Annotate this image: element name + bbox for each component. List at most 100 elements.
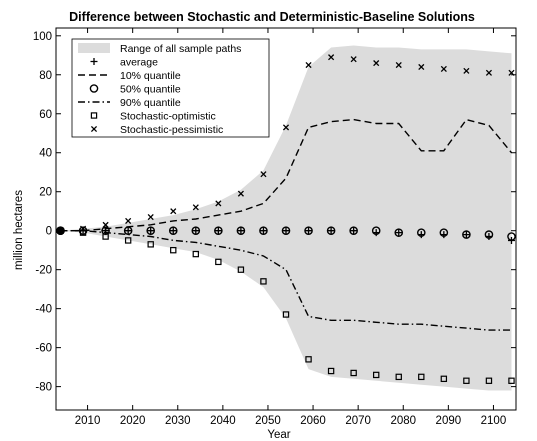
legend-swatch <box>90 112 98 119</box>
series-point-average <box>147 227 155 235</box>
legend-label: Stochastic-optimistic <box>120 110 216 122</box>
series-point-50-quantile <box>214 226 223 235</box>
series-line-90-quantile <box>60 230 512 331</box>
y-tick-label: 40 <box>39 148 52 160</box>
series-point-stochastic-optimistic <box>327 367 335 375</box>
y-tick-label: 100 <box>33 31 52 43</box>
series-point-50-quantile <box>394 228 404 237</box>
y-tick-label: 80 <box>39 70 52 82</box>
series-point-stochastic-pessimistic <box>463 67 470 74</box>
series-point-stochastic-pessimistic <box>192 204 199 211</box>
series-point-stochastic-pessimistic <box>418 63 425 71</box>
y-tick-label: 60 <box>39 109 52 121</box>
series-point-50-quantile <box>191 226 201 235</box>
band-range-of-sample-paths <box>60 45 512 391</box>
series-point-stochastic-pessimistic <box>440 65 447 72</box>
series-point-50-quantile <box>123 226 133 235</box>
x-tick-label: 2010 <box>75 415 101 427</box>
x-tick-label: 2050 <box>255 415 281 427</box>
legend-swatch <box>90 58 98 65</box>
series-point-stochastic-optimistic <box>102 233 109 240</box>
x-tick-label: 2060 <box>300 415 326 427</box>
axes-frame <box>55 27 517 411</box>
series-point-average <box>462 231 470 239</box>
series-point-stochastic-optimistic <box>192 250 200 258</box>
x-tick-label: 2070 <box>345 415 371 427</box>
series-point-stochastic-pessimistic <box>485 69 493 76</box>
chart-title: Difference between Stochastic and Determ… <box>69 10 475 24</box>
legend-item: 50% quantile <box>89 83 181 95</box>
legend-label: 10% quantile <box>120 70 181 82</box>
legend-box <box>71 38 270 138</box>
series-point-50-quantile <box>326 226 336 235</box>
series-point-stochastic-optimistic <box>260 278 267 285</box>
series-point-stochastic-optimistic <box>170 246 177 254</box>
series-point-50-quantile <box>259 226 268 235</box>
series-point-50-quantile <box>146 226 156 235</box>
series-point-stochastic-pessimistic <box>305 61 312 69</box>
series-point-stochastic-optimistic <box>282 311 290 318</box>
series-point-50-quantile <box>507 232 516 241</box>
y-tick-label: 20 <box>39 187 52 199</box>
legend-label: Range of all sample paths <box>120 43 241 55</box>
series-point-stochastic-optimistic <box>305 356 312 363</box>
series-point-stochastic-pessimistic <box>350 56 357 63</box>
series-point-stochastic-optimistic <box>372 371 380 379</box>
series-point-50-quantile <box>371 226 381 235</box>
series-point-average <box>305 227 313 235</box>
series-point-stochastic-pessimistic <box>373 60 380 67</box>
series-point-50-quantile <box>349 226 358 235</box>
series-point-stochastic-optimistic <box>463 377 470 384</box>
series-point-50-quantile <box>416 228 426 237</box>
legend-label: 50% quantile <box>120 83 181 95</box>
legend-label: Stochastic-pessimistic <box>120 124 223 136</box>
series-point-stochastic-optimistic <box>485 377 493 384</box>
series-point-stochastic-pessimistic <box>125 217 132 225</box>
series-point-stochastic-optimistic <box>124 237 132 244</box>
series-point-stochastic-pessimistic <box>79 225 87 232</box>
x-tick-label: 2100 <box>481 415 507 427</box>
series-point-stochastic-pessimistic <box>170 208 177 215</box>
legend-swatch <box>89 84 99 93</box>
series-point-stochastic-pessimistic <box>147 213 154 221</box>
series-point-stochastic-pessimistic <box>328 54 335 61</box>
series-point-average <box>259 227 267 235</box>
y-tick-label: -40 <box>35 304 52 316</box>
series-point-stochastic-optimistic <box>147 241 154 248</box>
series-point-stochastic-pessimistic <box>237 190 244 197</box>
x-tick-label: 2040 <box>210 415 236 427</box>
legend-swatch <box>90 125 98 133</box>
legend-item: Stochastic-optimistic <box>90 110 216 122</box>
legend-item: 10% quantile <box>78 70 181 82</box>
series-point-stochastic-optimistic <box>237 266 245 273</box>
series-point-50-quantile <box>281 226 291 235</box>
series-point-stochastic-optimistic <box>215 258 222 266</box>
series-point-50-quantile <box>439 228 449 237</box>
x-tick-label: 2080 <box>390 415 416 427</box>
x-tick-label: 2020 <box>120 415 146 427</box>
series-point-average <box>214 227 222 235</box>
series-point-average <box>327 227 335 235</box>
legend-swatch <box>78 43 110 53</box>
series-point-stochastic-pessimistic <box>260 171 267 178</box>
series-point-average <box>282 227 290 235</box>
series-point-stochastic-optimistic <box>418 373 425 381</box>
series-point-average <box>350 227 358 235</box>
series-point-stochastic-optimistic <box>440 375 448 383</box>
series-point-stochastic-pessimistic <box>282 124 290 131</box>
series-point-average <box>237 227 245 235</box>
series-point-average <box>395 229 403 237</box>
y-tick-label: -60 <box>35 343 52 355</box>
series-point-stochastic-pessimistic <box>395 61 402 69</box>
x-tick-label: 2030 <box>165 415 191 427</box>
y-axis-label: million hectares <box>13 190 25 270</box>
series-point-50-quantile <box>236 226 246 235</box>
plot-area: 2010 2020 2030 2040 2050 2060 2070 2080 2090 2100… <box>33 27 517 427</box>
x-tick-label: 2090 <box>436 415 462 427</box>
series-point-average <box>192 227 200 235</box>
series-point-50-quantile <box>484 230 494 239</box>
legend-label: 90% quantile <box>120 97 181 109</box>
series-point-stochastic-optimistic <box>508 377 515 384</box>
